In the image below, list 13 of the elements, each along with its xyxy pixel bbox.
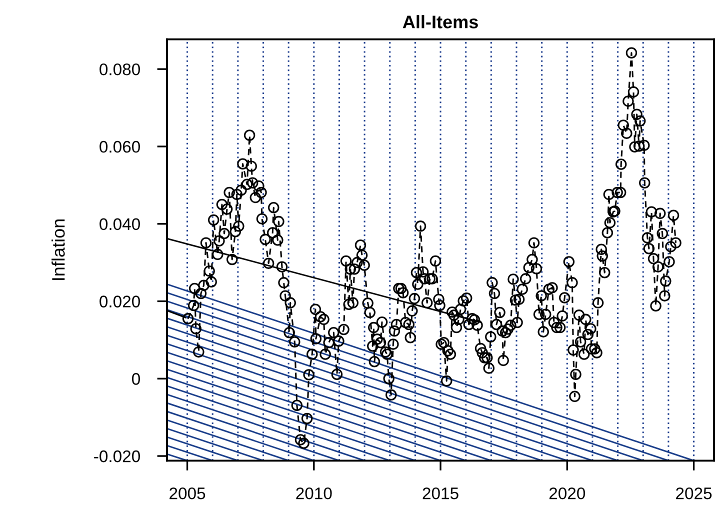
chart-title: All-Items <box>402 15 478 28</box>
y-tick-label: 0.040 <box>100 218 140 230</box>
x-tick-label: 2010 <box>296 487 332 500</box>
y-tick-label: -0.020 <box>94 450 140 462</box>
x-tick-label: 2015 <box>422 487 458 500</box>
y-tick-label: 0.080 <box>100 63 140 76</box>
y-tick-label: 0 <box>132 373 140 385</box>
y-axis-title: Inflation <box>52 220 65 280</box>
x-tick-label: 2005 <box>170 487 206 500</box>
y-tick-label: 0.020 <box>100 296 140 308</box>
x-tick-label: 2020 <box>549 487 586 500</box>
x-tick-label: 2025 <box>676 487 712 500</box>
y-tick-label: 0.060 <box>100 140 140 153</box>
